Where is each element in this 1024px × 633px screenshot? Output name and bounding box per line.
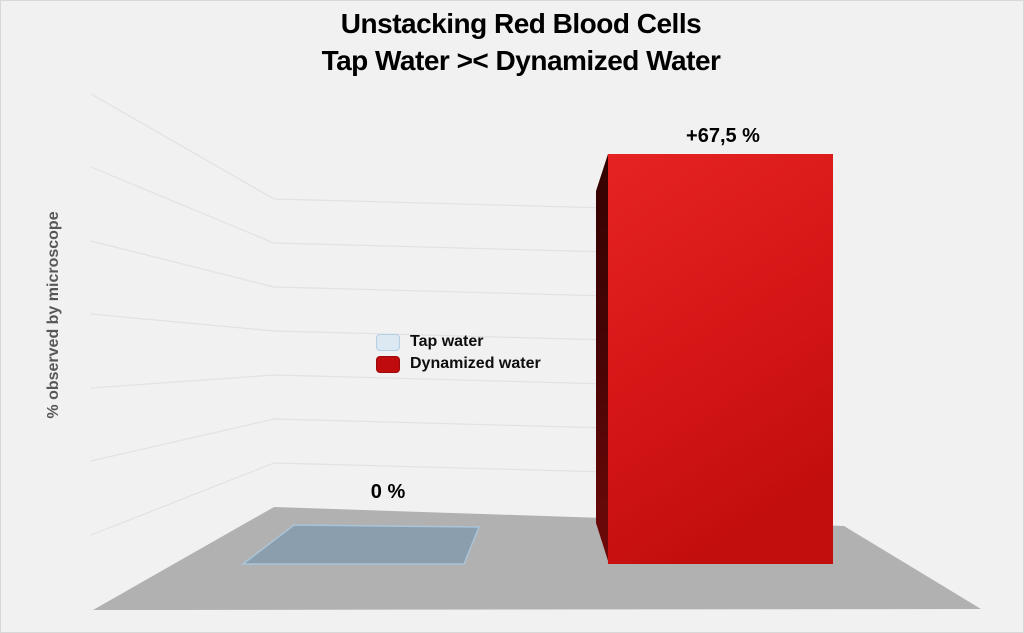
dynamized-bar-side-face: [596, 154, 609, 564]
tap-water-value-label: 0 %: [370, 481, 406, 503]
legend-swatch-dynamized-water: [376, 355, 400, 373]
legend-item-tap-water: Tap water: [376, 332, 541, 352]
dynamized-water-value-label: +67,5 %: [686, 125, 760, 147]
chart-title-block: Unstacking Red Blood Cells Tap Water >< …: [9, 5, 1024, 79]
legend: Tap water Dynamized water: [376, 332, 541, 376]
dynamized-bar-front-face: [608, 154, 833, 564]
legend-item-dynamized-water: Dynamized water: [376, 354, 541, 374]
gridlines: [90, 93, 834, 536]
y-axis-label: % observed by microscope: [45, 211, 62, 419]
legend-swatch-tap-water: [376, 333, 400, 351]
floor-plane: [93, 507, 981, 610]
legend-label: Dynamized water: [410, 355, 541, 372]
legend-label: Tap water: [410, 333, 484, 350]
tap-water-bar: [240, 524, 481, 565]
chart-title: Unstacking Red Blood Cells: [340, 8, 702, 39]
chart-subtitle: Tap Water >< Dynamized Water: [321, 45, 721, 76]
